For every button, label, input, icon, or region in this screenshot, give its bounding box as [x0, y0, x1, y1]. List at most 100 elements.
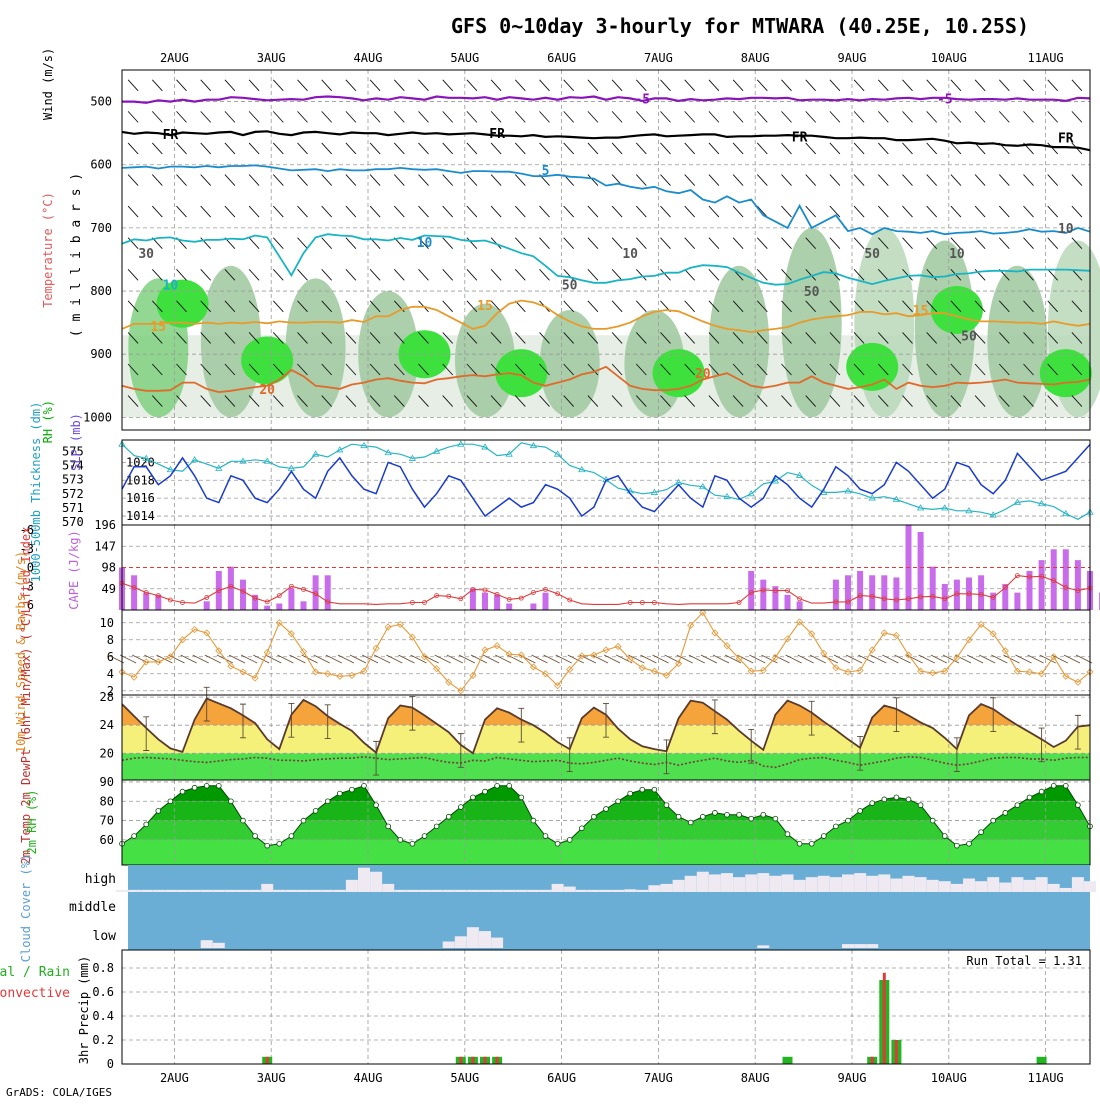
cloud-cover-bar	[454, 936, 467, 948]
lifted-index-marker	[773, 588, 778, 594]
temp-minmax-whisker	[1074, 714, 1081, 750]
rh-marker	[712, 810, 718, 816]
thickness-marker	[892, 495, 901, 502]
cape-bar	[240, 579, 246, 610]
cape-bar	[881, 575, 888, 610]
cloud-cover-bar	[842, 874, 854, 892]
day-label-bottom: 3AUG	[257, 1071, 286, 1085]
temp-minmax-whisker	[893, 697, 900, 732]
wind-speed-marker	[396, 620, 404, 629]
cloud-cover-bar	[442, 941, 455, 948]
cloud-cover-bar	[575, 889, 588, 892]
slp-frame	[121, 439, 1091, 526]
cloud-cover-bar	[733, 877, 746, 892]
temp-ytick: 28	[100, 690, 114, 704]
cape-bar	[1050, 549, 1057, 610]
temp-minmax-whisker	[603, 702, 609, 738]
wind-speed-marker	[1025, 668, 1034, 676]
precip-run-total: Run Total = 1.31	[966, 954, 1082, 968]
ylabel-temp: 2m Temp 2m DewPt (6hr Min/Max) (°C)	[19, 612, 33, 865]
thickness-marker	[1013, 498, 1022, 505]
contour-label: 50	[562, 279, 578, 294]
rh-marker	[990, 817, 996, 824]
temp-minmax-whisker	[711, 699, 718, 735]
contour-label: FR	[163, 128, 179, 143]
rh-marker	[216, 782, 222, 789]
wind-speed-marker	[1038, 670, 1046, 678]
contour-line-5	[121, 365, 1091, 394]
lifted-index-marker	[652, 600, 657, 605]
rh-ytick: 70	[100, 814, 114, 828]
cloud-cover-bar	[261, 883, 274, 892]
lifted-index-marker	[422, 600, 427, 605]
precip-convective-bar	[495, 1056, 499, 1064]
surface-wind-barbs	[107, 654, 1093, 664]
cloud-cover-bar	[1047, 883, 1060, 892]
rh-marker	[796, 840, 803, 847]
rh-marker	[518, 794, 525, 801]
precip-convective-bar	[894, 1040, 898, 1064]
lifted-index-marker	[1051, 578, 1057, 584]
rh-marker	[131, 833, 137, 839]
thickness-marker	[384, 448, 392, 456]
cape-ytick-right: 196	[94, 518, 116, 532]
cape-bar	[893, 577, 900, 610]
rh-marker	[978, 829, 984, 835]
wind-speed-marker	[457, 687, 465, 695]
ylabel-cloud: Cloud Cover (%)	[19, 854, 33, 962]
cloud-cover-bar	[842, 944, 854, 948]
cloud-cover-bar	[491, 937, 504, 948]
day-label-top: 5AUG	[450, 51, 479, 65]
lifted-index-marker	[990, 595, 996, 600]
cloud-cover-bar	[721, 873, 733, 892]
wind-speed-marker	[977, 620, 985, 629]
wind-speed-marker	[360, 667, 368, 675]
wind-speed-marker	[372, 644, 380, 652]
precip-convective-bar	[870, 1056, 874, 1064]
wind-speed-marker	[880, 629, 888, 637]
rh-marker	[566, 837, 573, 843]
thickness-marker	[795, 471, 804, 478]
cape-bar	[155, 594, 162, 610]
temp-ytick: 24	[100, 718, 114, 732]
wind-speed-marker	[771, 654, 779, 662]
rh-marker	[264, 842, 271, 849]
cape-bar	[203, 601, 210, 610]
dewpoint-line	[121, 755, 1090, 769]
rh-marker	[542, 833, 549, 839]
temp-minmax-whisker	[203, 686, 210, 722]
ylabel-slp: SLP (mb)	[69, 413, 83, 471]
slp-ytick-left: 570	[62, 515, 84, 529]
cloud-cover-bar	[769, 875, 782, 892]
precip-convective-bar	[265, 1056, 269, 1064]
day-label-bottom: 10AUG	[931, 1071, 967, 1085]
cloud-cover-bar	[358, 867, 370, 892]
cloud-cover-bar	[696, 871, 709, 892]
thickness-marker	[432, 447, 441, 454]
cloud-cover-bar	[297, 889, 310, 892]
wind-speed-marker	[578, 652, 586, 660]
rh-marker	[808, 840, 815, 847]
rh-marker	[748, 815, 754, 822]
temp-minmax-whisker	[409, 695, 416, 731]
cape-bar	[143, 592, 150, 610]
cloud-level-label: high	[85, 872, 116, 887]
wind-speed-marker	[299, 648, 308, 656]
cape-bar	[760, 579, 767, 610]
cloud-cover-bar	[624, 889, 637, 892]
precip-ytick: 0.4	[92, 1009, 114, 1023]
cape-bar	[131, 575, 138, 610]
precip-legend-total: Total / Rain	[0, 965, 70, 980]
contour-label: 20	[259, 383, 275, 398]
thickness-marker	[408, 454, 417, 461]
temp-minmax-whisker	[143, 716, 150, 751]
ylabel-thickness: 1000-500mb Thickness (dm)	[29, 402, 43, 583]
rh-marker	[228, 798, 234, 805]
cape-bar	[252, 594, 259, 610]
rh-marker	[687, 819, 694, 826]
rh-ytick: 80	[100, 794, 114, 808]
cloud-cover-bar	[249, 889, 262, 892]
day-label-top: 3AUG	[257, 51, 286, 65]
